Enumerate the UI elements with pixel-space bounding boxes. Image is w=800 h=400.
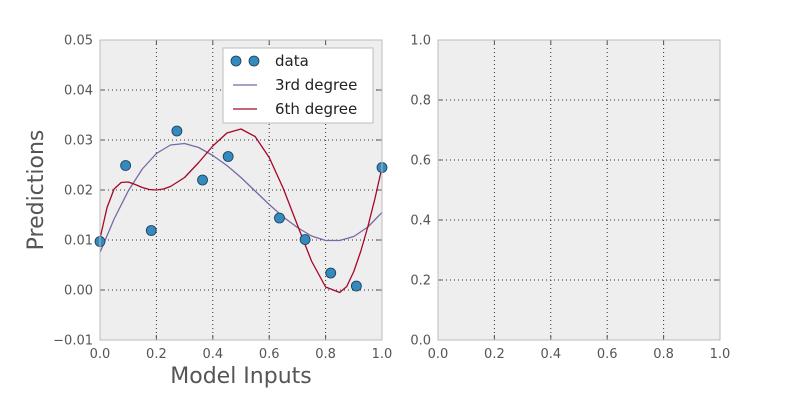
x-tick-label: 0.0 xyxy=(90,347,111,362)
y-tick-label: 0.4 xyxy=(410,214,431,229)
legend-marker xyxy=(230,55,242,67)
data-point xyxy=(274,212,285,224)
y-tick-label: 0.00 xyxy=(64,284,93,299)
y-tick-label: 0.03 xyxy=(64,134,93,149)
y-tick-label: 0.8 xyxy=(410,94,431,109)
x-tick-label: 0.4 xyxy=(202,347,223,362)
x-tick-label: 0.6 xyxy=(259,347,280,362)
series-line-6th-degree xyxy=(100,128,382,294)
left-chart: 0.0 0.2 0.4 0.6 0.8 1.0 −0.01 0.00 0.01 0.02 0.03 0… xyxy=(24,34,392,390)
y-tick-label: 0.2 xyxy=(410,274,431,289)
x-tick-label: 1.0 xyxy=(710,347,731,362)
x-tick-label: 0.4 xyxy=(540,347,561,362)
plot-area xyxy=(438,40,720,340)
legend-marker xyxy=(248,55,260,67)
y-tick-label: 0.0 xyxy=(410,334,431,349)
plot-frame xyxy=(437,39,721,341)
x-tick-label: 0.8 xyxy=(653,347,674,362)
right-chart: 0.0 0.2 0.4 0.6 0.8 1.0 0.0 0.2 0.4 0.6 0.8 1.0 xyxy=(410,34,730,363)
legend-label: 3rd degree xyxy=(275,76,357,94)
x-axis-label: Model Inputs xyxy=(170,364,311,389)
x-tick-label: 1.0 xyxy=(372,347,393,362)
data-point xyxy=(350,280,362,292)
data-point xyxy=(299,234,311,245)
legend-label: data xyxy=(275,52,309,70)
y-tick-label: 0.6 xyxy=(410,154,431,169)
data-point xyxy=(171,125,183,137)
x-tick-label: 0.2 xyxy=(146,347,167,362)
data-point xyxy=(145,225,157,236)
y-tick-label: 0.01 xyxy=(64,234,93,249)
data-point xyxy=(325,267,337,279)
y-tick-label: 1.0 xyxy=(410,34,431,49)
x-tick-label: 0.8 xyxy=(315,347,336,362)
y-axis-label: Predictions xyxy=(24,130,49,251)
data-point xyxy=(197,174,208,186)
series-line-3rd-degree xyxy=(100,142,382,253)
x-tick-label: 0.2 xyxy=(484,347,505,362)
data-point xyxy=(120,160,132,171)
legend-label: 6th degree xyxy=(275,100,357,118)
plot-frame xyxy=(99,39,383,341)
y-tick-label: 0.02 xyxy=(64,184,93,199)
x-tick-label: 0.0 xyxy=(428,347,449,362)
y-tick-label: −0.01 xyxy=(53,334,93,349)
data-point xyxy=(222,151,234,162)
x-tick-label: 0.6 xyxy=(597,347,618,362)
y-tick-label: 0.05 xyxy=(64,34,93,49)
y-tick-label: 0.04 xyxy=(64,84,93,99)
